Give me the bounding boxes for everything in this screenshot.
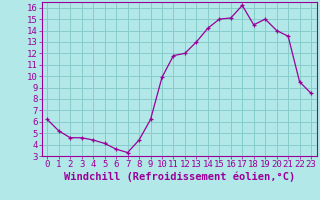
X-axis label: Windchill (Refroidissement éolien,°C): Windchill (Refroidissement éolien,°C) — [64, 172, 295, 182]
